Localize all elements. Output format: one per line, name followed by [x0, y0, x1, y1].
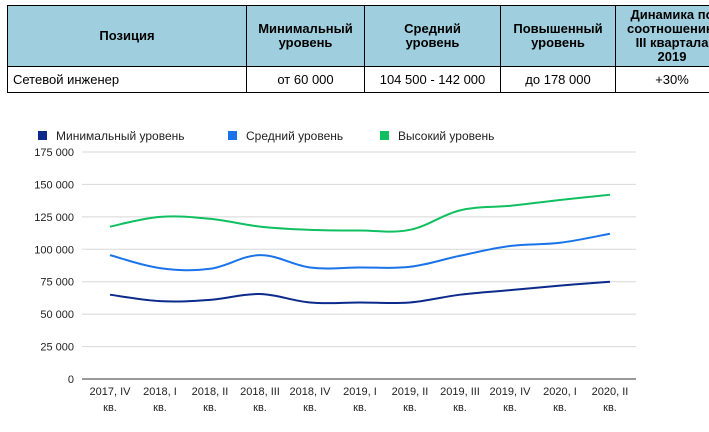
x-tick-label: 2018, II: [192, 386, 229, 398]
x-tick-label: 2020, I: [543, 386, 577, 398]
header-min-level: Минимальный уровень: [246, 5, 365, 67]
x-tick-label: 2019, IV: [490, 386, 532, 398]
legend-swatch: [228, 131, 237, 140]
header-position: Позиция: [7, 5, 247, 67]
table-header-row: Позиция Минимальный уровень Средний уровен…: [7, 5, 709, 67]
y-tick-label: 150 000: [34, 179, 74, 191]
x-tick-label: кв.: [353, 402, 367, 414]
x-tick-label: кв.: [603, 402, 617, 414]
legend-swatch: [38, 131, 47, 140]
x-tick-label: кв.: [303, 402, 317, 414]
salary-table: Позиция Минимальный уровень Средний уровен…: [7, 5, 709, 93]
x-tick-label: 2020, II: [592, 386, 629, 398]
y-tick-label: 125 000: [34, 212, 74, 224]
x-tick-label: кв.: [253, 402, 267, 414]
x-tick-label: 2018, I: [143, 386, 177, 398]
x-tick-label: 2019, II: [392, 386, 429, 398]
y-tick-label: 25 000: [40, 342, 74, 354]
x-tick-label: кв.: [203, 402, 217, 414]
x-tick-label: кв.: [153, 402, 167, 414]
cell-min-level: от 60 000: [246, 66, 365, 93]
salary-line-chart: 175 000 150 000 125 000 100 000 75 000 50 000…: [34, 129, 636, 414]
x-tick-label: 2019, III: [440, 386, 480, 398]
x-tick-label: кв.: [453, 402, 467, 414]
y-tick-label: 0: [68, 374, 74, 386]
series-line-min: [109, 280, 611, 305]
table-row: Сетевой инженер от 60 000 104 500 - 142 00…: [7, 66, 709, 93]
x-tick-label: кв.: [403, 402, 417, 414]
legend-item-min: Минимальный уровень: [56, 129, 185, 143]
y-tick-label: 175 000: [34, 147, 74, 159]
series-line-mid: [109, 232, 611, 272]
legend-swatch: [380, 131, 389, 140]
header-dynamics: Динамика по соотношению III квартала 2019: [615, 5, 709, 67]
header-high-level: Повышенный уровень: [500, 5, 616, 67]
cell-mid-level: 104 500 - 142 000: [364, 66, 501, 93]
cell-high-level: до 178 000: [500, 66, 616, 93]
y-tick-label: 75 000: [40, 277, 74, 289]
x-tick-label: 2018, IV: [290, 386, 332, 398]
x-tick-label: кв.: [553, 402, 567, 414]
x-tick-label: кв.: [103, 402, 117, 414]
x-tick-label: кв.: [503, 402, 517, 414]
x-tick-label: 2017, IV: [90, 386, 132, 398]
cell-dynamics: +30%: [615, 66, 709, 93]
y-tick-label: 50 000: [40, 309, 74, 321]
legend-item-high: Высокий уровень: [398, 129, 494, 143]
x-tick-label: 2019, I: [343, 386, 377, 398]
cell-position: Сетевой инженер: [7, 66, 247, 93]
series-line-high: [109, 193, 611, 233]
header-mid-level: Средний уровень: [364, 5, 501, 67]
y-tick-label: 100 000: [34, 244, 74, 256]
x-tick-label: 2018, III: [240, 386, 280, 398]
legend-item-mid: Средний уровень: [246, 129, 343, 143]
